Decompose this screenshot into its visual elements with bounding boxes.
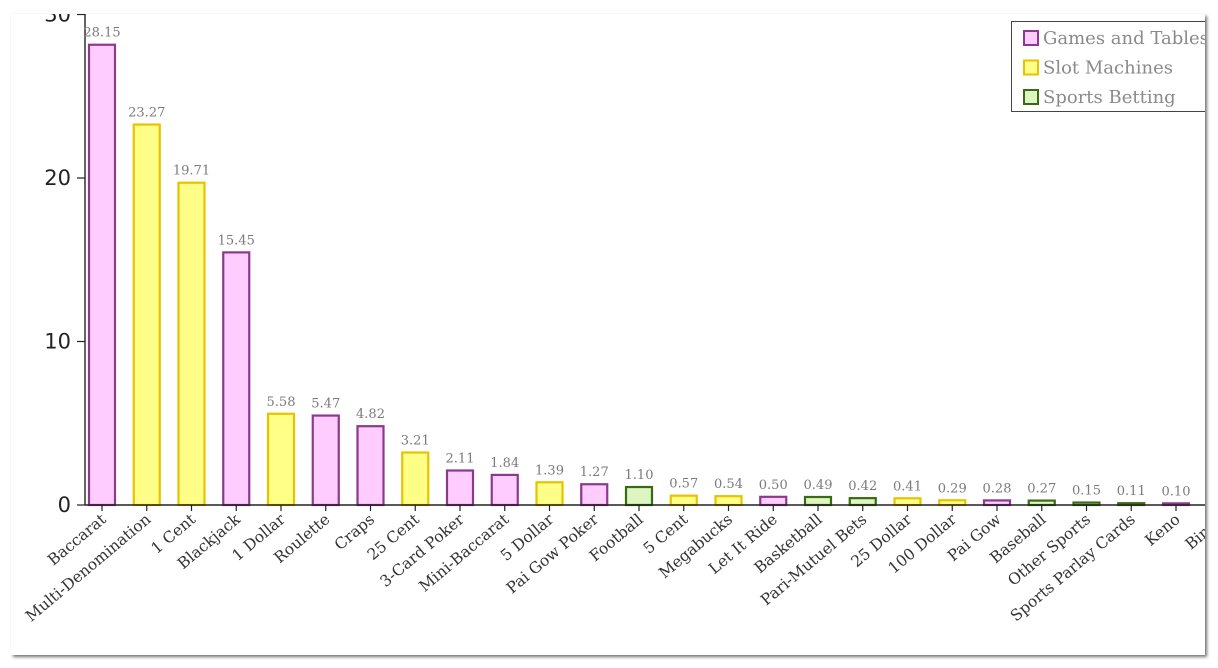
bar[interactable]: [669, 494, 698, 507]
bar-value-label: 28.15: [83, 26, 120, 41]
y-tick-label: 20: [44, 166, 71, 190]
bar-value-label: 0.49: [804, 478, 833, 493]
bar[interactable]: [87, 43, 117, 507]
bar-value-label: 0.54: [714, 477, 743, 492]
bar-value-label: 0.28: [983, 481, 1012, 496]
bar-value-label: 2.11: [446, 452, 475, 467]
legend-box: [1011, 21, 1205, 112]
chart-frame: 0 10 20 30 28.15 23.27 19.71 15.45 5.58 5.47 4.82…: [11, 14, 1205, 655]
bar[interactable]: [311, 414, 340, 507]
y-tick-label: 30: [44, 14, 71, 27]
bar-value-label: 5.47: [311, 397, 340, 412]
bar[interactable]: [356, 425, 385, 507]
bar[interactable]: [759, 495, 788, 507]
bar[interactable]: [132, 123, 161, 507]
bar[interactable]: [624, 485, 654, 507]
x-tick-label: Bingo: [1182, 510, 1205, 553]
bar[interactable]: [714, 495, 743, 507]
bar-value-label: 1.84: [490, 456, 519, 471]
legend-item-label[interactable]: Games and Tables: [1043, 28, 1205, 49]
legend-item-label[interactable]: Sports Betting: [1043, 87, 1176, 108]
y-tick-label: 0: [58, 493, 71, 517]
bar[interactable]: [580, 483, 609, 507]
bar-value-label: 1.27: [580, 465, 609, 480]
bar[interactable]: [490, 473, 519, 507]
bar-value-label: 23.27: [128, 106, 165, 121]
bar-value-label: 4.82: [356, 407, 385, 422]
bar[interactable]: [445, 469, 475, 507]
bar-value-label: 1.10: [625, 468, 654, 483]
bar-value-label: 19.71: [173, 164, 210, 179]
legend-swatch[interactable]: [1023, 30, 1039, 46]
bar-value-label: 0.11: [1117, 484, 1146, 499]
bar-value-label: 3.21: [401, 434, 430, 449]
bar[interactable]: [177, 181, 206, 507]
bar-value-label: 1.39: [535, 463, 564, 478]
data-labels: 28.15 23.27 19.71 15.45 5.58 5.47 4.82 3.21 2.11…: [83, 26, 1191, 500]
bar[interactable]: [803, 495, 833, 507]
legend-swatch[interactable]: [1023, 59, 1039, 76]
bar-value-label: 0.42: [848, 479, 877, 494]
bar[interactable]: [938, 499, 967, 507]
bar[interactable]: [266, 412, 296, 507]
legend-swatch[interactable]: [1023, 89, 1039, 105]
bar-value-label: 0.27: [1027, 482, 1056, 497]
y-axis: 0 10 20 30: [44, 14, 86, 517]
bar[interactable]: [222, 251, 251, 507]
y-tick-label: 10: [44, 330, 71, 354]
legend[interactable]: Games and Tables Slot Machines Sports Bett…: [1011, 21, 1206, 112]
bar[interactable]: [401, 451, 430, 507]
bar-value-label: 0.57: [669, 477, 698, 492]
bar[interactable]: [848, 497, 877, 507]
legend-item-label[interactable]: Slot Machines: [1043, 58, 1173, 79]
bar-value-label: 0.10: [1162, 484, 1191, 499]
bar-value-label: 0.15: [1072, 484, 1101, 499]
bar-value-label: 15.45: [218, 233, 255, 248]
x-tick-label: Keno: [1142, 510, 1184, 549]
bar-chart: 0 10 20 30 28.15 23.27 19.71 15.45 5.58 5.47 4.82…: [22, 14, 1206, 625]
bar-value-label: 0.50: [759, 478, 788, 493]
bar-value-label: 0.41: [893, 479, 922, 494]
bar-value-label: 0.29: [938, 481, 967, 496]
bar[interactable]: [893, 497, 922, 507]
bars: [87, 43, 1191, 507]
bar[interactable]: [535, 481, 564, 507]
bar-value-label: 5.58: [267, 395, 296, 410]
